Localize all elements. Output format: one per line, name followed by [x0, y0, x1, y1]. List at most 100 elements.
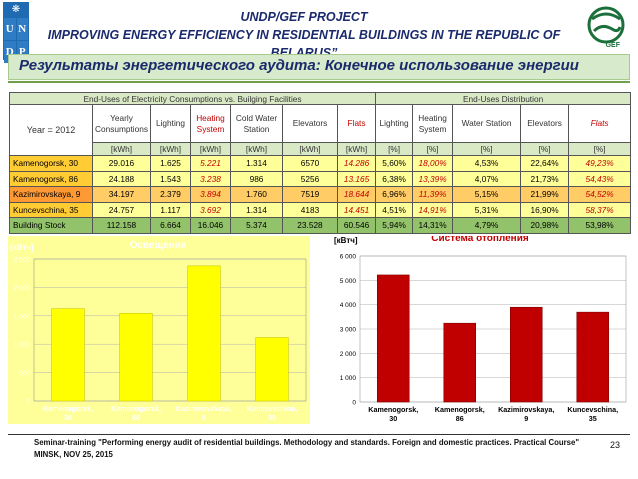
table-cell: 1.625: [150, 155, 191, 172]
x-tick-label: Kazimirovskaya,: [498, 405, 554, 414]
table-cell: 34.197: [92, 186, 151, 203]
unit-cell: [kWh]: [282, 142, 338, 156]
bar: [509, 306, 543, 403]
x-tick-label: Kuncevschina,: [247, 404, 298, 413]
unit-cell: [kWh]: [92, 142, 151, 156]
table-cell: 5,94%: [375, 217, 414, 234]
table-cell: 986: [230, 170, 283, 187]
table-cell: 24.188: [92, 170, 151, 187]
table-cell: 5.221: [190, 155, 231, 172]
table-cell: 54,43%: [568, 170, 632, 187]
table-cell: 23.528: [282, 217, 338, 234]
undp-letter: U: [4, 18, 16, 40]
section-header-right: End-Uses Distribution: [375, 92, 632, 105]
unit-cell: [%]: [568, 142, 632, 156]
row-label: Kamenogorsk, 30: [9, 155, 93, 172]
table-cell: 20,98%: [520, 217, 570, 234]
table-cell: 4,07%: [452, 170, 522, 187]
table-cell: 6,96%: [375, 186, 414, 203]
unit-cell: [%]: [412, 142, 454, 156]
x-tick-label: Kuncevschina,: [567, 405, 618, 414]
table-cell: 13.165: [336, 170, 377, 187]
x-tick-label: Kamenogorsk,: [368, 405, 418, 414]
bar: [443, 322, 477, 403]
col-header: Elevators: [520, 104, 570, 143]
unit-cell: [kWh]: [150, 142, 191, 156]
y-tick-label: 1 000: [340, 375, 357, 382]
table-cell: 1.117: [150, 201, 191, 218]
heating-chart: 0 1 000 2 000 3 000 4 000 5 000 6 000 Kamenogor…: [334, 233, 627, 423]
undp-letter: D: [4, 41, 16, 63]
y-tick-label: 1 500: [14, 313, 31, 320]
table-cell: 4,53%: [452, 155, 522, 172]
table-cell: 21,73%: [520, 170, 570, 187]
col-header: Water Station: [452, 104, 522, 143]
table-cell: 18.644: [336, 186, 377, 203]
lighting-chart-panel: 0 500 1 000 1 500 2 000 2 500 Kamenogorsk, 30 Ka…: [8, 236, 310, 424]
heating-chart-panel: 0 1 000 2 000 3 000 4 000 5 000 6 000 Kamenogor…: [330, 233, 630, 432]
table-row: Kamenogorsk, 86 24.188 1.543 3.238 986 5256 13…: [9, 170, 632, 187]
table-cell: 5256: [282, 170, 338, 187]
table-cell: 3.692: [190, 201, 231, 218]
table-row: Building Stock 112.158 6.664 16.046 5.374 23.…: [9, 217, 632, 234]
table-cell: 54,52%: [568, 186, 632, 203]
section-banner: Результаты энергетического аудита: Конеч…: [8, 54, 630, 80]
banner-divider: [8, 81, 630, 83]
section-header-left: End-Uses of Electricity Consumptions vs.…: [8, 92, 377, 105]
y-axis-label: [кВтч]: [334, 236, 358, 245]
table-cell: 1.314: [230, 201, 283, 218]
x-tick-label: 35: [589, 414, 597, 423]
col-header: Yearly Consumptions: [92, 104, 151, 143]
bar: [376, 274, 410, 403]
col-header: Cold Water Station: [230, 104, 283, 143]
y-tick-label: 4 000: [340, 302, 357, 309]
table-cell: 5,60%: [375, 155, 414, 172]
x-tick-label: Kamenogorsk,: [435, 405, 485, 414]
col-header: Heating System: [412, 104, 454, 143]
un-emblem-icon: ❋: [4, 3, 28, 17]
table-cell: 14.286: [336, 155, 377, 172]
table-cell: 112.158: [92, 217, 151, 234]
table-cell: 58,37%: [568, 201, 632, 218]
x-tick-label: 35: [268, 413, 276, 422]
unit-cell: [kWh]: [336, 142, 377, 156]
project-title: UNDP/GEF PROJECT IMPROVING ENERGY EFFICI…: [40, 8, 568, 62]
undp-logo: ❋ U N D P: [3, 2, 29, 63]
unit-cell: [%]: [520, 142, 570, 156]
y-tick-label: 2 000: [14, 285, 31, 292]
undp-letter: N: [16, 18, 28, 40]
chart-title: Освещение: [130, 240, 187, 251]
row-label: Kazimirovskaya, 9: [9, 186, 93, 203]
y-tick-label: 0: [352, 400, 356, 407]
unit-cell: [%]: [375, 142, 414, 156]
table-cell: 3.894: [190, 186, 231, 203]
y-tick-label: 6 000: [340, 254, 357, 261]
table-cell: 16,90%: [520, 201, 570, 218]
table-cell: 1.314: [230, 155, 283, 172]
footer-seminar: Seminar-training "Performing energy audi…: [34, 438, 580, 447]
table-row: Kamenogorsk, 30 29.016 1.625 5.221 1.314 6570…: [9, 155, 632, 172]
y-tick-label: 2 500: [14, 257, 31, 264]
table-cell: 2.379: [150, 186, 191, 203]
table-cell: 29.016: [92, 155, 151, 172]
chart-title: Система отопления: [431, 236, 529, 244]
x-tick-label: 86: [132, 413, 140, 422]
table-cell: 6,38%: [375, 170, 414, 187]
project-title-line1: UNDP/GEF PROJECT: [240, 10, 368, 24]
table-cell: 1.543: [150, 170, 191, 187]
table-cell: 49,23%: [568, 155, 632, 172]
x-tick-label: Kamenogorsk,: [111, 404, 161, 413]
table-cell: 14.451: [336, 201, 377, 218]
table-cell: 4183: [282, 201, 338, 218]
col-header: Flats: [568, 104, 632, 143]
y-tick-label: 0: [26, 399, 30, 406]
table-cell: 60.546: [336, 217, 377, 234]
y-tick-label: 1 000: [14, 342, 31, 349]
table-cell: 14,31%: [412, 217, 454, 234]
table-cell: 5,15%: [452, 186, 522, 203]
unit-cell: [%]: [452, 142, 522, 156]
year-label: Year = 2012: [9, 104, 93, 156]
x-tick-label: 30: [389, 414, 397, 423]
y-axis-label: [кВтч]: [10, 243, 34, 252]
gef-globe-icon: [587, 6, 625, 44]
